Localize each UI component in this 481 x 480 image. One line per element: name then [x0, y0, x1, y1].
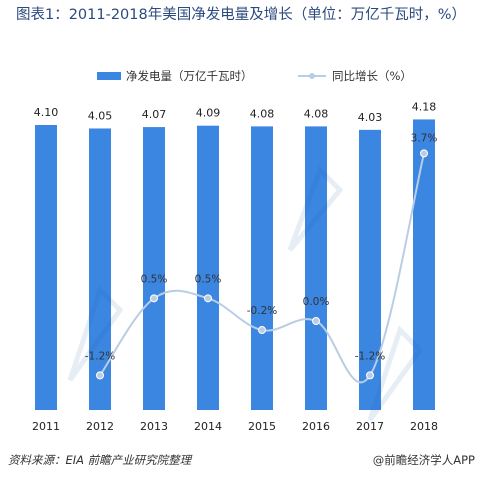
growth-point-2017 — [366, 371, 374, 380]
x-tick-2012: 2012 — [86, 420, 114, 433]
growth-point-2012 — [96, 371, 104, 380]
x-tick-2015: 2015 — [248, 420, 276, 433]
x-tick-2011: 2011 — [32, 420, 60, 433]
growth-label-2015: -0.2% — [247, 305, 277, 317]
bar-label-2018: 4.18 — [412, 100, 437, 113]
credit-note: @前瞻经济学人APP — [372, 453, 475, 467]
growth-label-2017: -1.2% — [355, 350, 385, 362]
x-tick-2016: 2016 — [302, 420, 330, 433]
bar-2014 — [197, 125, 219, 410]
growth-label-2014: 0.5% — [195, 273, 222, 285]
chart-title: 图表1：2011-2018年美国净发电量及增长（单位：万亿千瓦时，%） — [15, 7, 467, 23]
bar-2018 — [413, 119, 435, 410]
legend: 净发电量（万亿千瓦时） 同比增长（%） — [97, 69, 412, 83]
legend-line-marker — [309, 73, 315, 79]
bar-label-2017: 4.03 — [358, 111, 383, 124]
bar-label-2012: 4.05 — [88, 109, 113, 122]
source-note: 资料来源：EIA 前瞻产业研究院整理 — [8, 453, 192, 467]
bar-2011 — [35, 125, 57, 410]
growth-point-2015 — [258, 326, 266, 335]
bar-label-2014: 4.09 — [196, 107, 221, 120]
growth-point-2013 — [150, 294, 158, 303]
legend-bar-label: 净发电量（万亿千瓦时） — [126, 69, 253, 83]
x-tick-2018: 2018 — [410, 420, 438, 433]
bar-2015 — [251, 126, 273, 410]
legend-line-label: 同比增长（%） — [332, 69, 412, 83]
x-tick-2017: 2017 — [356, 420, 384, 433]
x-tick-2013: 2013 — [140, 420, 168, 433]
legend-bar-swatch — [97, 72, 121, 80]
growth-label-2018: 3.7% — [411, 132, 438, 144]
x-tick-2014: 2014 — [194, 420, 222, 433]
growth-label-2012: -1.2% — [85, 350, 115, 362]
bars — [35, 119, 435, 411]
growth-label-2016: 0.0% — [303, 296, 330, 308]
bar-2016 — [305, 126, 327, 410]
x-axis-labels: 2011 2012 2013 2014 2015 2016 2017 2018 — [32, 420, 438, 433]
bar-label-2011: 4.10 — [34, 106, 59, 119]
bar-label-2016: 4.08 — [304, 107, 329, 120]
growth-point-2014 — [204, 294, 212, 303]
bar-2012 — [89, 128, 111, 410]
growth-label-2013: 0.5% — [141, 273, 168, 285]
bar-2017 — [359, 129, 381, 411]
growth-point-2016 — [312, 317, 320, 325]
growth-point-2018 — [420, 149, 428, 158]
bar-label-2015: 4.08 — [250, 107, 275, 120]
bar-labels: 4.10 4.05 4.07 4.09 4.08 4.08 4.03 4.18 — [34, 100, 437, 123]
growth-line-layer: -1.2% 0.5% 0.5% -0.2% 0.0% -1.2% 3.7% — [85, 132, 438, 384]
bar-2013 — [143, 127, 165, 411]
bar-label-2013: 4.07 — [142, 108, 167, 121]
